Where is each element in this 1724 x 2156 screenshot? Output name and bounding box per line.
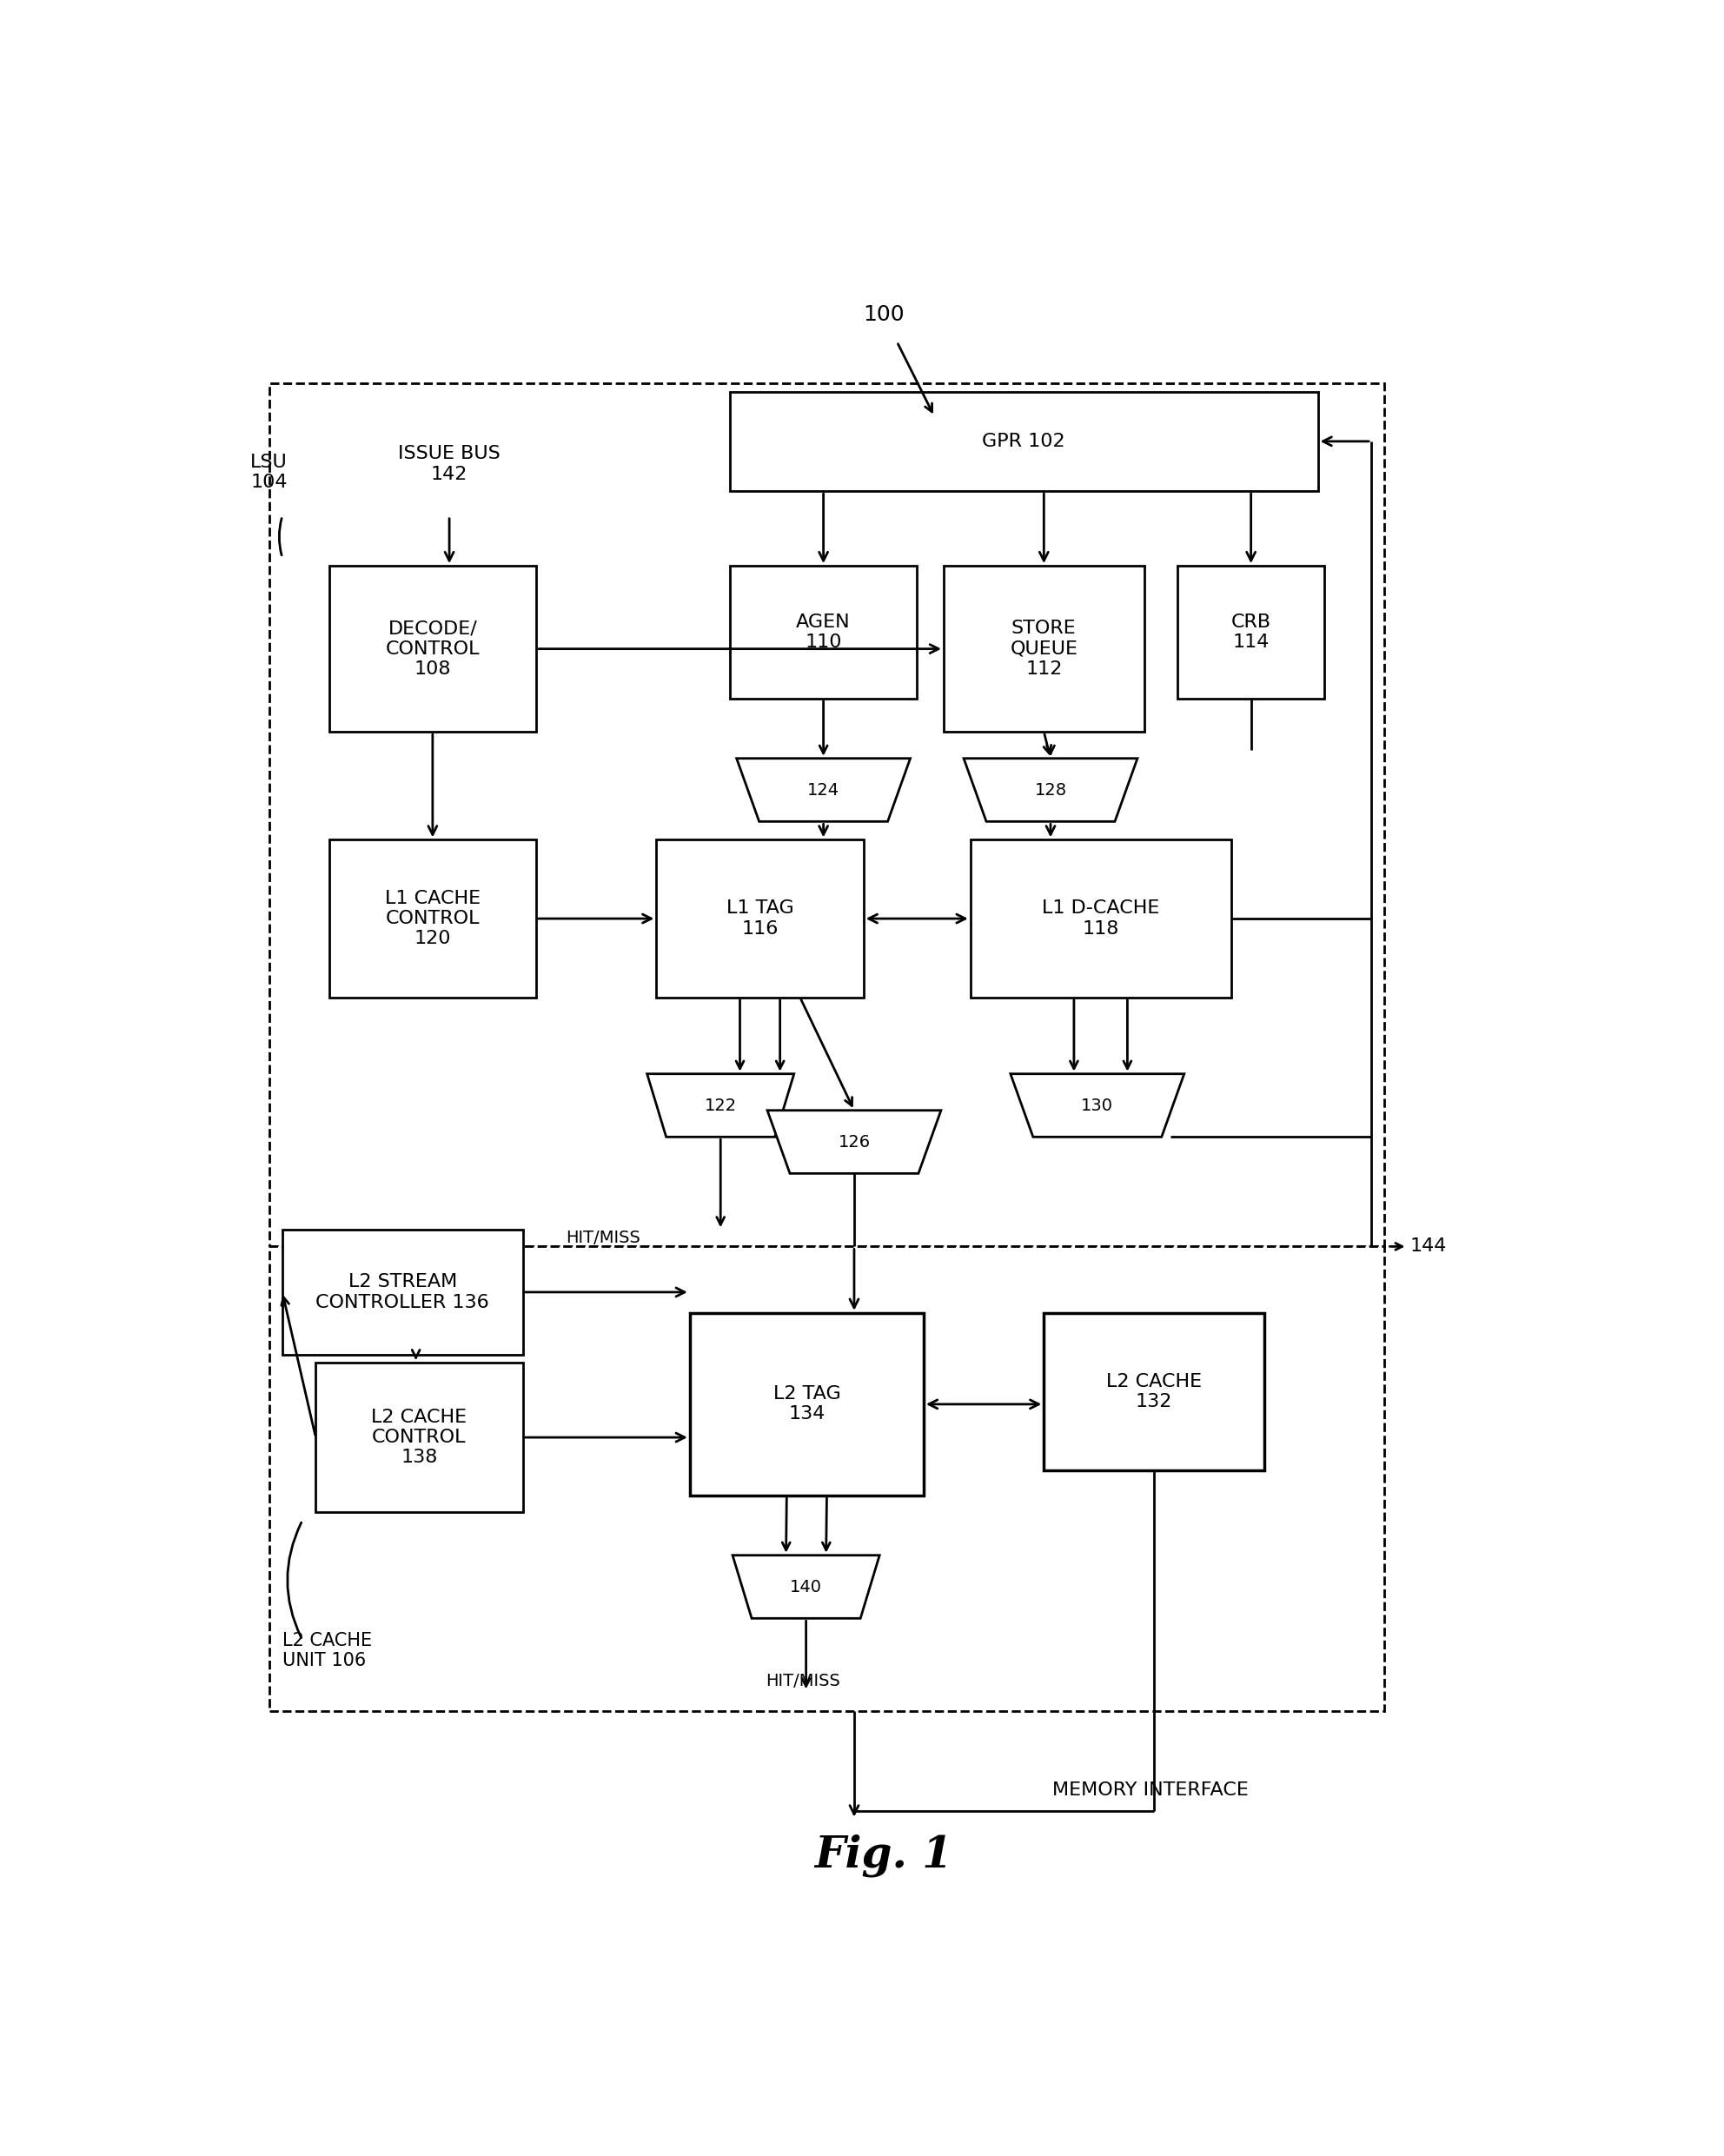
Text: L1 TAG
116: L1 TAG 116 (726, 899, 793, 938)
Bar (329, 839, 536, 998)
Text: 130: 130 (1081, 1097, 1114, 1115)
Text: 100: 100 (862, 304, 905, 326)
Text: L2 TAG
134: L2 TAG 134 (772, 1386, 841, 1423)
Bar (1045, 1313, 1264, 1470)
Bar (729, 392, 1317, 492)
Polygon shape (733, 1554, 879, 1619)
Text: L2 CACHE
CONTROL
138: L2 CACHE CONTROL 138 (371, 1408, 467, 1466)
Text: GPR 102: GPR 102 (983, 433, 1065, 451)
Bar (283, 1229, 522, 1354)
Polygon shape (964, 759, 1138, 821)
Polygon shape (1010, 1074, 1184, 1136)
Text: 128: 128 (1034, 783, 1067, 798)
Text: ISSUE BUS
142: ISSUE BUS 142 (398, 446, 500, 483)
Text: CRB
114: CRB 114 (1231, 614, 1271, 651)
Bar (269, 384, 1384, 1246)
Polygon shape (646, 1074, 795, 1136)
Polygon shape (736, 759, 910, 821)
Text: 126: 126 (838, 1134, 871, 1149)
Text: L2 CACHE
132: L2 CACHE 132 (1107, 1373, 1202, 1410)
Bar (269, 1246, 1384, 1712)
Bar (315, 1363, 522, 1511)
Bar (329, 565, 536, 731)
Polygon shape (767, 1110, 941, 1173)
Text: 124: 124 (807, 783, 840, 798)
Bar (971, 839, 1231, 998)
Text: L2 STREAM
CONTROLLER 136: L2 STREAM CONTROLLER 136 (315, 1274, 490, 1311)
Text: HIT/MISS: HIT/MISS (565, 1229, 640, 1246)
Text: HIT/MISS: HIT/MISS (765, 1673, 841, 1690)
Text: MEMORY INTERFACE: MEMORY INTERFACE (1053, 1781, 1248, 1798)
Text: L2 CACHE
UNIT 106: L2 CACHE UNIT 106 (283, 1632, 372, 1669)
Text: L1 D-CACHE
118: L1 D-CACHE 118 (1041, 899, 1160, 938)
Text: STORE
QUEUE
112: STORE QUEUE 112 (1010, 621, 1078, 677)
Text: Fig. 1: Fig. 1 (814, 1835, 953, 1878)
Bar (729, 565, 917, 699)
Text: 122: 122 (705, 1097, 736, 1115)
Bar (657, 839, 864, 998)
Bar (690, 1313, 924, 1496)
Text: DECODE/
CONTROL
108: DECODE/ CONTROL 108 (386, 621, 479, 677)
Bar (1177, 565, 1324, 699)
Text: AGEN
110: AGEN 110 (796, 614, 850, 651)
Text: L1 CACHE
CONTROL
120: L1 CACHE CONTROL 120 (384, 890, 481, 946)
Bar (943, 565, 1145, 731)
Text: 140: 140 (790, 1578, 822, 1595)
Text: 144: 144 (1410, 1238, 1446, 1255)
Text: LSU
104: LSU 104 (250, 453, 288, 492)
